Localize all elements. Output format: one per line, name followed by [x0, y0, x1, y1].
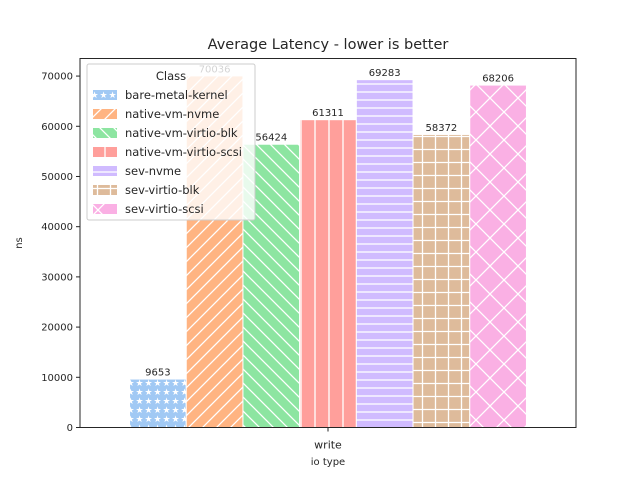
legend-label: native-vm-virtio-blk: [125, 126, 238, 140]
y-tick-label: 30000: [41, 272, 73, 283]
legend-entry-native-vm-nvme: native-vm-nvme: [93, 107, 219, 121]
bar-value-label: 68206: [482, 74, 514, 85]
bar-sev-virtio-blk: [412, 133, 471, 428]
y-axis-label: ns: [14, 237, 25, 249]
chart-title: Average Latency - lower is better: [208, 37, 449, 53]
legend-label: native-vm-virtio-scsi: [125, 145, 242, 159]
y-tick-label: 50000: [41, 172, 73, 183]
legend-entries: bare-metal-kernel native-vm-nvme native-vm…: [93, 88, 242, 216]
x-axis-label: io type: [311, 457, 345, 468]
legend-swatch-hatch: [93, 109, 117, 119]
bar-native-vm-virtio-scsi: [299, 119, 357, 428]
bar-hatch: [355, 79, 414, 429]
bar-value-label: 61311: [312, 108, 344, 119]
bar-value-label: 69283: [369, 68, 401, 79]
bar-value-label: 56424: [255, 133, 287, 144]
bar-hatch: [129, 378, 187, 428]
legend-entry-native-vm-virtio-blk: native-vm-virtio-blk: [93, 126, 238, 140]
legend-label: native-vm-nvme: [125, 107, 219, 121]
y-axis: 0 10000 20000 30000 40000 50000 60000 70000: [41, 72, 80, 434]
bar-hatch: [469, 84, 527, 429]
legend-entry-sev-virtio-scsi: sev-virtio-scsi: [93, 202, 204, 216]
bar-value-label: 58372: [425, 123, 457, 134]
bar-bare-metal-kernel: [129, 378, 187, 428]
bar-value-label: 9653: [145, 368, 170, 379]
legend-entry-sev-virtio-blk: sev-virtio-blk: [93, 183, 200, 197]
legend-entry-native-vm-virtio-scsi: native-vm-virtio-scsi: [93, 145, 242, 159]
legend-label: sev-virtio-blk: [125, 183, 200, 197]
legend-swatch-hatch: [93, 204, 117, 214]
x-tick-label: write: [314, 439, 342, 452]
legend: Class bare-metal-kernel native-vm-nvme nat…: [86, 63, 256, 221]
bar-hatch: [412, 133, 471, 428]
legend-swatch-hatch: [93, 128, 117, 138]
y-tick-label: 20000: [41, 323, 73, 334]
legend-label: sev-virtio-scsi: [125, 202, 204, 216]
bar-sev-nvme: [355, 79, 414, 429]
y-tick-label: 10000: [41, 373, 73, 384]
legend-title: Class: [156, 69, 186, 83]
plot-frame: [79, 58, 577, 428]
legend-swatch-hatch: [93, 90, 117, 100]
y-tick-label: 70000: [41, 72, 73, 83]
legend-label: sev-nvme: [125, 164, 181, 178]
legend-swatch-hatch: [93, 147, 117, 157]
bar-hatch: [299, 119, 357, 428]
bar-sev-virtio-scsi: [469, 84, 527, 429]
x-axis: write: [314, 427, 342, 452]
legend-entry-sev-nvme: sev-nvme: [93, 164, 181, 178]
legend-label: bare-metal-kernel: [125, 88, 228, 102]
legend-swatch-hatch: [93, 166, 117, 176]
legend-box: [86, 63, 256, 221]
legend-swatch-hatch: [93, 185, 117, 195]
y-tick-label: 60000: [41, 122, 73, 133]
y-tick-label: 0: [67, 423, 73, 434]
y-tick-label: 40000: [41, 222, 73, 233]
legend-entry-bare-metal-kernel: bare-metal-kernel: [93, 88, 228, 102]
